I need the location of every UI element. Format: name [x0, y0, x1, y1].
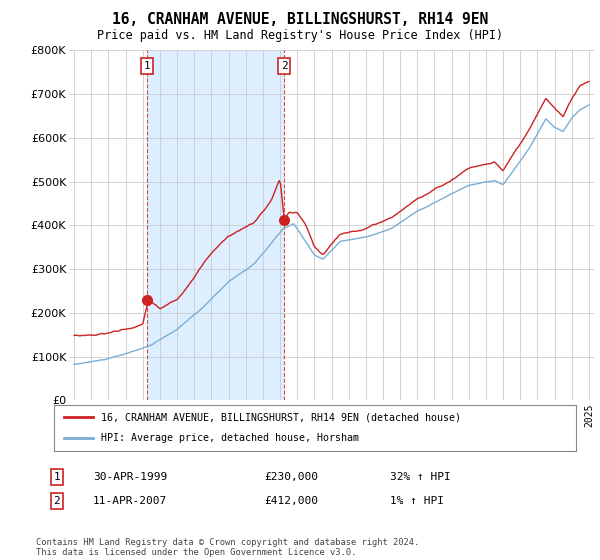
Text: £412,000: £412,000 [264, 496, 318, 506]
Text: 1: 1 [53, 472, 61, 482]
Bar [147, 50, 284, 400]
Text: Price paid vs. HM Land Registry's House Price Index (HPI): Price paid vs. HM Land Registry's House … [97, 29, 503, 42]
Text: HPI: Average price, detached house, Horsham: HPI: Average price, detached house, Hors… [101, 433, 359, 444]
Text: 1: 1 [143, 61, 151, 71]
Text: 32% ↑ HPI: 32% ↑ HPI [390, 472, 451, 482]
Text: 16, CRANHAM AVENUE, BILLINGSHURST, RH14 9EN: 16, CRANHAM AVENUE, BILLINGSHURST, RH14 … [112, 12, 488, 27]
Text: 16, CRANHAM AVENUE, BILLINGSHURST, RH14 9EN (detached house): 16, CRANHAM AVENUE, BILLINGSHURST, RH14 … [101, 412, 461, 422]
Text: 11-APR-2007: 11-APR-2007 [93, 496, 167, 506]
Text: Contains HM Land Registry data © Crown copyright and database right 2024.
This d: Contains HM Land Registry data © Crown c… [36, 538, 419, 557]
Text: 2: 2 [53, 496, 61, 506]
Text: 2: 2 [281, 61, 287, 71]
Text: 30-APR-1999: 30-APR-1999 [93, 472, 167, 482]
Text: 1% ↑ HPI: 1% ↑ HPI [390, 496, 444, 506]
Text: £230,000: £230,000 [264, 472, 318, 482]
